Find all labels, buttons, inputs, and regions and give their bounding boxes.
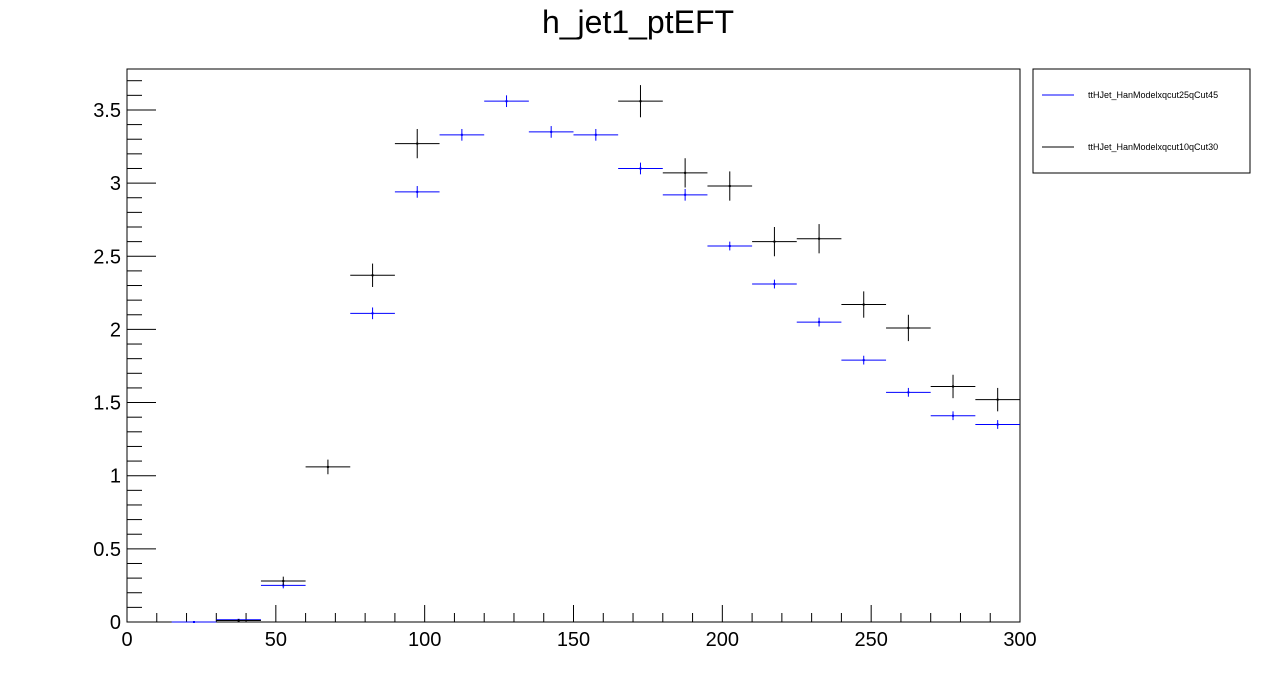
point-marker [907, 326, 910, 329]
point-marker [282, 580, 285, 583]
x-tick-label: 250 [854, 629, 887, 651]
y-tick-label: 1.5 [93, 393, 121, 415]
point-marker [862, 303, 865, 306]
x-tick-label: 0 [121, 629, 132, 651]
y-tick-label: 0 [110, 612, 121, 634]
data-point [930, 411, 976, 421]
point-marker [550, 130, 553, 133]
point-marker [684, 193, 687, 196]
data-point [662, 188, 708, 201]
x-tick-label: 300 [1003, 629, 1036, 651]
point-marker [907, 391, 910, 394]
data-point [662, 158, 708, 188]
data-point [707, 171, 753, 201]
x-tick-label: 200 [706, 629, 739, 651]
y-tick-label: 1 [110, 466, 121, 488]
data-point [796, 317, 842, 327]
point-marker [773, 283, 776, 286]
point-marker [862, 359, 865, 362]
data-point [350, 263, 395, 287]
data-point [841, 355, 887, 365]
series-2 [216, 85, 1020, 622]
point-marker [460, 133, 463, 136]
data-point [171, 621, 217, 623]
x-tick-label: 100 [408, 629, 441, 651]
plot-frame [126, 68, 1021, 623]
data-marks [171, 85, 1020, 623]
data-point [394, 128, 440, 159]
data-point [216, 619, 261, 622]
point-marker [996, 398, 999, 401]
data-point [930, 374, 976, 399]
x-tick-label: 50 [265, 629, 287, 651]
point-marker [773, 240, 776, 243]
legend-box [1032, 68, 1251, 174]
y-tick-label: 2.5 [93, 246, 121, 268]
data-point [618, 85, 663, 118]
point-marker [326, 465, 329, 468]
point-marker [818, 321, 821, 324]
legend-label: ttHJet_HanModelxqcut25qCut45 [1088, 90, 1218, 100]
data-point [752, 227, 797, 257]
point-marker [416, 190, 419, 193]
data-point [618, 162, 663, 175]
y-tick-label: 2 [110, 319, 121, 341]
point-marker [371, 312, 374, 315]
data-point [573, 128, 619, 141]
data-point [394, 186, 440, 198]
data-point [975, 387, 1020, 412]
data-point [439, 128, 485, 141]
data-point [796, 224, 842, 254]
point-marker [952, 385, 955, 388]
data-point [528, 126, 574, 138]
data-point [752, 279, 797, 289]
y-tick-label: 0.5 [93, 539, 121, 561]
y-tick-label: 3.5 [93, 100, 121, 122]
data-point [305, 459, 351, 475]
data-point [260, 576, 306, 586]
point-marker [684, 171, 687, 174]
y-tick-label: 3 [110, 173, 121, 195]
data-point [707, 241, 753, 251]
point-marker [594, 133, 597, 136]
data-point [841, 291, 887, 318]
axes: 0 50 100 150 200 250 300 0 0.5 1 1.5 2 2.5 3 3.5 [93, 80, 1037, 651]
point-marker [371, 274, 374, 277]
point-marker [728, 185, 731, 188]
chart-title: h_jet1_ptEFT [542, 4, 734, 40]
point-marker [996, 423, 999, 426]
point-marker [818, 237, 821, 240]
point-marker [728, 245, 731, 248]
point-marker [237, 619, 240, 622]
point-marker [505, 100, 508, 103]
series-1 [171, 95, 1020, 623]
x-tick-label: 150 [557, 629, 590, 651]
data-point [886, 314, 931, 342]
point-marker [416, 142, 419, 145]
point-marker [639, 167, 642, 170]
data-point [975, 420, 1020, 429]
data-point [484, 95, 529, 108]
legend-label: ttHJet_HanModelxqcut10qCut30 [1088, 142, 1218, 152]
data-point [886, 387, 931, 397]
point-marker [639, 100, 642, 103]
point-marker [952, 414, 955, 417]
point-marker [192, 621, 195, 623]
data-point [350, 307, 395, 320]
legend: ttHJet_HanModelxqcut25qCut45 ttHJet_HanMo… [1032, 68, 1251, 174]
